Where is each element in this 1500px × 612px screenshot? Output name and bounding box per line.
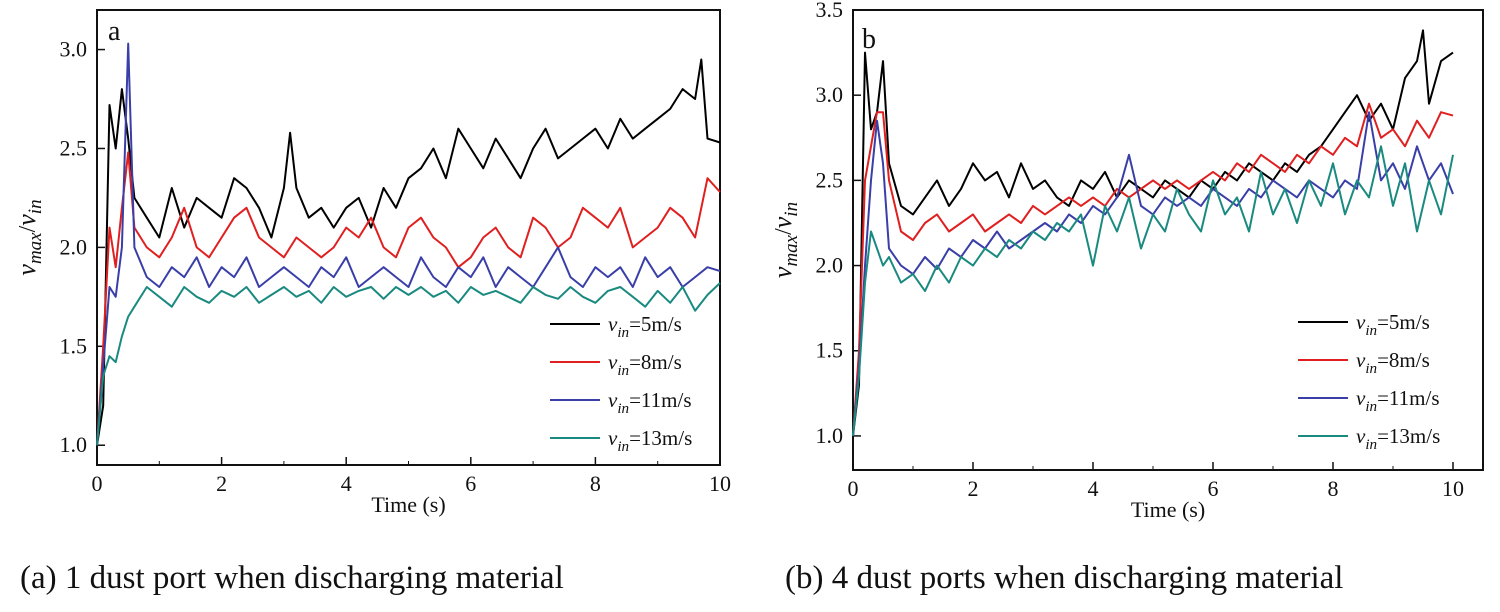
x-tick-label: 10 bbox=[709, 471, 731, 496]
x-tick-label: 6 bbox=[465, 471, 476, 496]
x-tick-label: 8 bbox=[1328, 476, 1339, 501]
x-tick-label: 6 bbox=[1208, 476, 1219, 501]
y-tick-label: 1.5 bbox=[60, 333, 88, 358]
x-tick-label: 0 bbox=[92, 471, 103, 496]
series-line-13ms bbox=[852, 145, 1454, 437]
y-tick-label: 3.0 bbox=[60, 37, 88, 62]
x-tick-label: 0 bbox=[848, 476, 859, 501]
chart-panel-a: 0 2 4 6 8 10 1.0 1.5 2.0 2.5 3.0 Time (s) vmax/vin a v… bbox=[12, 9, 731, 517]
x-axis-title: Time (s) bbox=[1131, 497, 1205, 522]
caption-b: (b) 4 dust ports when discharging materi… bbox=[785, 560, 1344, 596]
chart-panel-b: 0 2 4 6 8 10 1.0 1.5 2.0 2.5 3.0 3.5 Time (s) vmax/vi… bbox=[768, 0, 1484, 522]
plot-frame bbox=[96, 9, 721, 466]
x-tick-label: 4 bbox=[1088, 476, 1099, 501]
series-line-11ms bbox=[852, 111, 1454, 436]
legend-label: vin=8m/s bbox=[1356, 348, 1430, 377]
y-tick-label: 2.0 bbox=[816, 253, 844, 278]
caption-a: (a) 1 dust port when discharging materia… bbox=[20, 560, 564, 596]
legend-label: vin=11m/s bbox=[608, 388, 692, 417]
series-line-5ms bbox=[852, 29, 1454, 437]
legend-label: vin=5m/s bbox=[608, 312, 682, 341]
y-tick-label: 1.0 bbox=[816, 423, 844, 448]
plot-frame bbox=[852, 9, 1484, 471]
panel-label: a bbox=[108, 16, 121, 47]
x-tick-label: 10 bbox=[1442, 476, 1464, 501]
series-line-5ms bbox=[96, 58, 721, 446]
x-axis-title: Time (s) bbox=[371, 492, 445, 517]
y-tick-label: 1.5 bbox=[816, 338, 844, 363]
series-line-13ms bbox=[96, 282, 721, 446]
y-tick-label: 3.0 bbox=[816, 82, 844, 107]
y-axis-title: vmax/vin bbox=[768, 202, 802, 278]
x-tick-label: 2 bbox=[968, 476, 979, 501]
x-tick-label: 8 bbox=[590, 471, 601, 496]
x-tick-label: 4 bbox=[341, 471, 352, 496]
series-line-8ms bbox=[96, 151, 721, 446]
legend-label: vin=11m/s bbox=[1356, 386, 1440, 415]
legend-label: vin=5m/s bbox=[1356, 310, 1430, 339]
y-tick-label: 3.5 bbox=[816, 0, 844, 22]
legend-label: vin=8m/s bbox=[608, 350, 682, 379]
legend-label: vin=13m/s bbox=[1356, 424, 1440, 453]
x-tick-label: 2 bbox=[216, 471, 227, 496]
series-line-8ms bbox=[852, 102, 1454, 436]
y-axis-title: vmax/vin bbox=[12, 199, 46, 275]
legend-label: vin=13m/s bbox=[608, 426, 692, 455]
y-tick-label: 2.0 bbox=[60, 234, 88, 259]
y-tick-label: 1.0 bbox=[60, 432, 88, 457]
y-tick-label: 2.5 bbox=[816, 167, 844, 192]
series-line-11ms bbox=[96, 42, 721, 446]
y-tick-label: 2.5 bbox=[60, 135, 88, 160]
panel-label: b bbox=[862, 24, 876, 55]
